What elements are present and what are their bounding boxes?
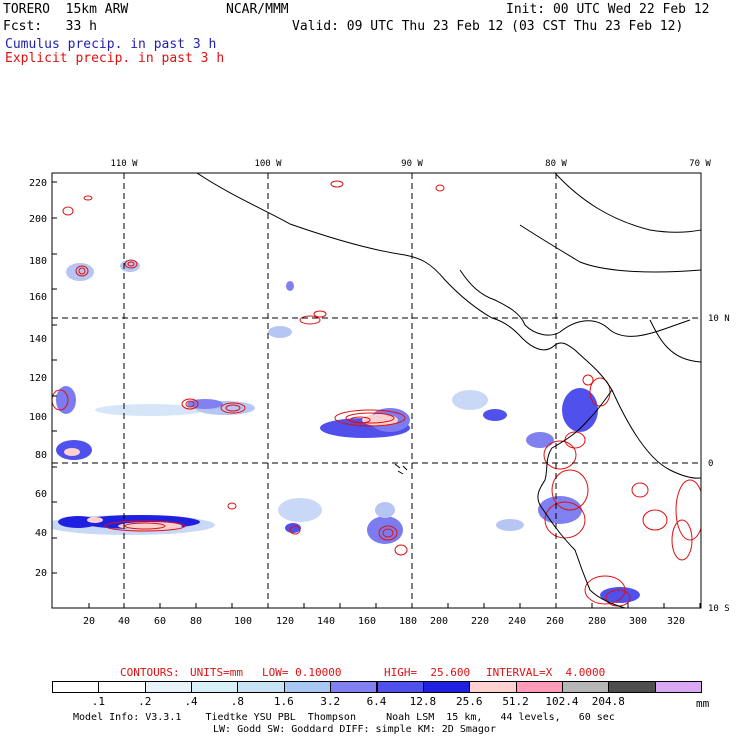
x-tick-180: 180 bbox=[399, 616, 417, 627]
y-tick-180: 180 bbox=[29, 256, 47, 267]
contour-units: UNITS=mm bbox=[190, 666, 243, 679]
x-tick-200: 200 bbox=[430, 616, 448, 627]
y-tick-60: 60 bbox=[35, 489, 47, 500]
legend-swatch bbox=[283, 681, 332, 693]
explicit-precip-label: Explicit precip. in past 3 h bbox=[5, 51, 225, 66]
x-tick-280: 280 bbox=[588, 616, 606, 627]
lon-label-90w: 90 W bbox=[401, 159, 423, 169]
lat-label-0: 0 bbox=[708, 459, 713, 469]
cumulus-precip-label: Cumulus precip. in past 3 h bbox=[5, 37, 217, 52]
legend-swatch bbox=[52, 681, 100, 693]
y-tick-120: 120 bbox=[29, 373, 47, 384]
y-tick-100: 100 bbox=[29, 412, 47, 423]
legend-label: 12.8 bbox=[409, 695, 437, 708]
x-tick-20: 20 bbox=[83, 616, 95, 627]
legend-swatch bbox=[469, 681, 517, 693]
precip-map: 110 W 100 W 90 W 80 W 70 W 10 N 0 10 S 2… bbox=[29, 159, 730, 627]
lon-label-70w: 70 W bbox=[689, 159, 711, 169]
lon-label-80w: 80 W bbox=[545, 159, 567, 169]
model-title: TORERO 15km ARW bbox=[3, 2, 129, 17]
x-tick-60: 60 bbox=[154, 616, 166, 627]
org-label: NCAR/MMM bbox=[226, 2, 289, 17]
x-tick-100: 100 bbox=[234, 616, 252, 627]
legend-label: 204.8 bbox=[591, 695, 625, 708]
legend-swatch bbox=[561, 681, 610, 693]
contour-interval: INTERVAL=X 4.0000 bbox=[486, 666, 606, 679]
x-tick-240: 240 bbox=[508, 616, 526, 627]
legend-label: .2 bbox=[138, 695, 152, 708]
init-time: Init: 00 UTC Wed 22 Feb 12 bbox=[506, 2, 710, 17]
x-tick-320: 320 bbox=[667, 616, 685, 627]
y-tick-20: 20 bbox=[35, 568, 47, 579]
model-info-line2: LW: Godd SW: Goddard DIFF: simple KM: 2D… bbox=[213, 724, 496, 735]
y-tick-140: 140 bbox=[29, 334, 47, 345]
contour-low: LOW= 0.10000 bbox=[262, 666, 342, 679]
legend-swatch bbox=[422, 681, 471, 693]
legend-label: 25.6 bbox=[455, 695, 483, 708]
y-tick-80: 80 bbox=[35, 450, 47, 461]
cumulus-precip-areas bbox=[52, 260, 640, 603]
y-tick-40: 40 bbox=[35, 528, 47, 539]
legend-label: .1 bbox=[91, 695, 105, 708]
legend-swatch bbox=[144, 681, 193, 693]
legend-swatch bbox=[515, 681, 563, 693]
map-frame bbox=[51, 172, 702, 609]
x-tick-120: 120 bbox=[276, 616, 294, 627]
legend-label: .4 bbox=[184, 695, 198, 708]
y-tick-200: 200 bbox=[29, 214, 47, 225]
contour-high: HIGH= 25.600 bbox=[384, 666, 471, 679]
x-tick-40: 40 bbox=[118, 616, 130, 627]
legend-label: 102.4 bbox=[545, 695, 579, 708]
x-tick-160: 160 bbox=[358, 616, 376, 627]
legend-label: 3.2 bbox=[320, 695, 341, 708]
forecast-hour: Fcst: 33 h bbox=[3, 19, 97, 34]
lat-lon-grid bbox=[52, 173, 701, 608]
legend-label: .8 bbox=[230, 695, 245, 708]
legend-swatch bbox=[237, 681, 285, 693]
x-tick-140: 140 bbox=[317, 616, 335, 627]
legend-label: 6.4 bbox=[366, 695, 387, 708]
legend-label: 1.6 bbox=[273, 695, 294, 708]
legend-swatch bbox=[376, 681, 424, 693]
x-tick-260: 260 bbox=[546, 616, 564, 627]
valid-time: Valid: 09 UTC Thu 23 Feb 12 (03 CST Thu … bbox=[292, 19, 684, 34]
lon-label-100w: 100 W bbox=[254, 159, 282, 169]
lon-label-110w: 110 W bbox=[110, 159, 138, 169]
contour-label: CONTOURS: bbox=[120, 666, 180, 679]
x-tick-80: 80 bbox=[190, 616, 202, 627]
legend-swatch bbox=[330, 681, 378, 693]
lat-label-10s: 10 S bbox=[708, 604, 730, 614]
x-tick-220: 220 bbox=[471, 616, 489, 627]
x-tick-300: 300 bbox=[629, 616, 647, 627]
legend-swatch bbox=[654, 681, 702, 693]
legend-swatch bbox=[191, 681, 239, 693]
y-tick-160: 160 bbox=[29, 292, 47, 303]
legend-swatch bbox=[608, 681, 656, 693]
coastlines bbox=[196, 173, 701, 608]
y-tick-220: 220 bbox=[29, 178, 47, 189]
legend-unit: mm bbox=[696, 697, 710, 710]
legend-swatch bbox=[98, 681, 146, 693]
model-info-line1: Model Info: V3.3.1 Tiedtke YSU PBL Thomp… bbox=[73, 712, 615, 723]
explicit-precip-contours bbox=[52, 180, 701, 607]
lat-label-10n: 10 N bbox=[708, 314, 730, 324]
axis-ticks bbox=[52, 181, 701, 608]
legend-label: 51.2 bbox=[502, 695, 529, 708]
